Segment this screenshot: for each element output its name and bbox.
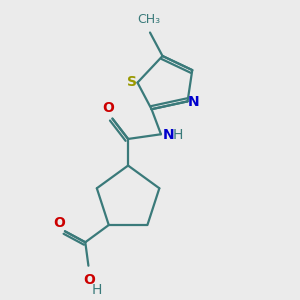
Text: S: S	[127, 75, 137, 89]
Text: CH₃: CH₃	[137, 13, 160, 26]
Text: N: N	[188, 95, 200, 109]
Text: O: O	[83, 273, 95, 286]
Text: O: O	[102, 101, 114, 116]
Text: N: N	[163, 128, 174, 142]
Text: O: O	[53, 216, 65, 230]
Text: H: H	[92, 283, 102, 297]
Text: H: H	[172, 128, 183, 142]
